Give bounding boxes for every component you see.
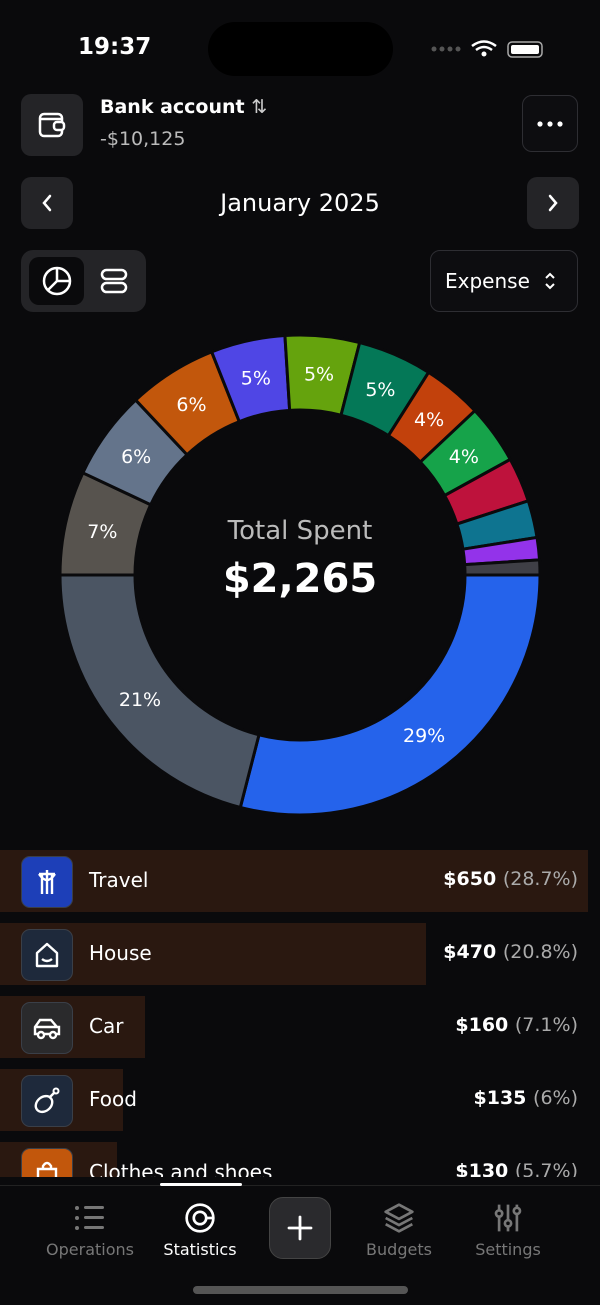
nav-operations[interactable]: Operations [35, 1202, 145, 1259]
sliders-icon [494, 1204, 522, 1232]
chart-view-button[interactable] [29, 257, 84, 305]
account-balance: -$10,125 [100, 128, 186, 150]
wallet-icon [38, 112, 66, 138]
category-amount: $650 (28.7%) [443, 868, 578, 890]
category-icon-box [21, 1002, 73, 1054]
category-row[interactable]: Car $160 (7.1%) [0, 996, 600, 1058]
type-select[interactable]: Expense [430, 250, 578, 312]
account-title[interactable]: Bank account ⇅ [100, 96, 268, 118]
layers-icon [384, 1203, 414, 1233]
category-name: Car [89, 1014, 124, 1038]
shopping-bag-icon [36, 1161, 58, 1177]
scroll-indicator [160, 1183, 242, 1186]
slice-label: 6% [176, 394, 206, 416]
sort-icon[interactable]: ⇅ [251, 96, 268, 118]
donut-chart: 29% 21% 7% 6% 6% 5% 5% 5% 4%4% [58, 333, 542, 817]
car-icon [33, 1018, 61, 1040]
travel-icon [38, 870, 56, 894]
more-button[interactable] [522, 95, 578, 152]
category-amount: $135 (6%) [473, 1087, 578, 1109]
slice-label: 4% [414, 409, 444, 431]
slice-label: 7% [87, 521, 117, 543]
category-amount: $470 (20.8%) [443, 941, 578, 963]
house-icon [35, 942, 59, 968]
donut-slice[interactable] [238, 573, 542, 817]
category-icon-box [21, 856, 73, 908]
slice-label: 5% [241, 367, 271, 389]
period-label: January 2025 [220, 189, 380, 217]
share-bar [0, 850, 588, 912]
statistics-icon [185, 1203, 215, 1233]
pie-chart-icon [42, 266, 71, 296]
category-amount: $160 (7.1%) [455, 1014, 578, 1036]
category-row[interactable]: Clothes and shoes $130 (5.7%) [0, 1142, 600, 1177]
chevron-left-icon [42, 194, 52, 212]
list-icon [75, 1206, 104, 1230]
category-icon-box [21, 1148, 73, 1177]
category-name: Food [89, 1087, 137, 1111]
view-toggle [21, 250, 146, 312]
category-name: Clothes and shoes [89, 1160, 273, 1177]
wallet-button[interactable] [21, 94, 83, 156]
slice-label: 5% [365, 379, 395, 401]
food-icon [34, 1087, 60, 1114]
category-row[interactable]: Food $135 (6%) [0, 1069, 600, 1131]
slice-label: 5% [304, 363, 334, 385]
chart-center-value: $2,265 [222, 556, 378, 602]
list-view-button[interactable] [86, 257, 141, 305]
category-name: House [89, 941, 152, 965]
slice-label: 21% [119, 689, 161, 711]
nav-statistics[interactable]: Statistics [145, 1202, 255, 1259]
dynamic-island [208, 22, 393, 76]
bottom-nav: Operations Statistics Budgets Settings [0, 1183, 600, 1305]
category-icon-box [21, 929, 73, 981]
category-row[interactable]: House $470 (20.8%) [0, 923, 600, 985]
add-button[interactable] [269, 1197, 331, 1259]
plus-icon [287, 1215, 313, 1241]
category-icon-box [21, 1075, 73, 1127]
more-horizontal-icon [537, 120, 563, 127]
category-name: Travel [89, 868, 149, 892]
chevron-up-down-icon [545, 272, 555, 290]
home-indicator [193, 1286, 408, 1294]
nav-budgets[interactable]: Budgets [344, 1202, 454, 1259]
next-month-button[interactable] [527, 177, 579, 229]
status-icons [431, 40, 543, 58]
chart-center-label: Total Spent [227, 516, 373, 546]
donut-slice[interactable] [463, 558, 542, 577]
slice-label: 29% [403, 725, 445, 747]
rows-icon [100, 268, 127, 294]
status-time: 19:37 [78, 34, 152, 60]
nav-settings[interactable]: Settings [453, 1202, 563, 1259]
slice-label: 4% [449, 446, 479, 468]
category-amount: $130 (5.7%) [455, 1160, 578, 1177]
slice-label: 6% [121, 446, 151, 468]
chevron-right-icon [548, 194, 558, 212]
category-row[interactable]: Travel $650 (28.7%) [0, 850, 600, 912]
prev-month-button[interactable] [21, 177, 73, 229]
